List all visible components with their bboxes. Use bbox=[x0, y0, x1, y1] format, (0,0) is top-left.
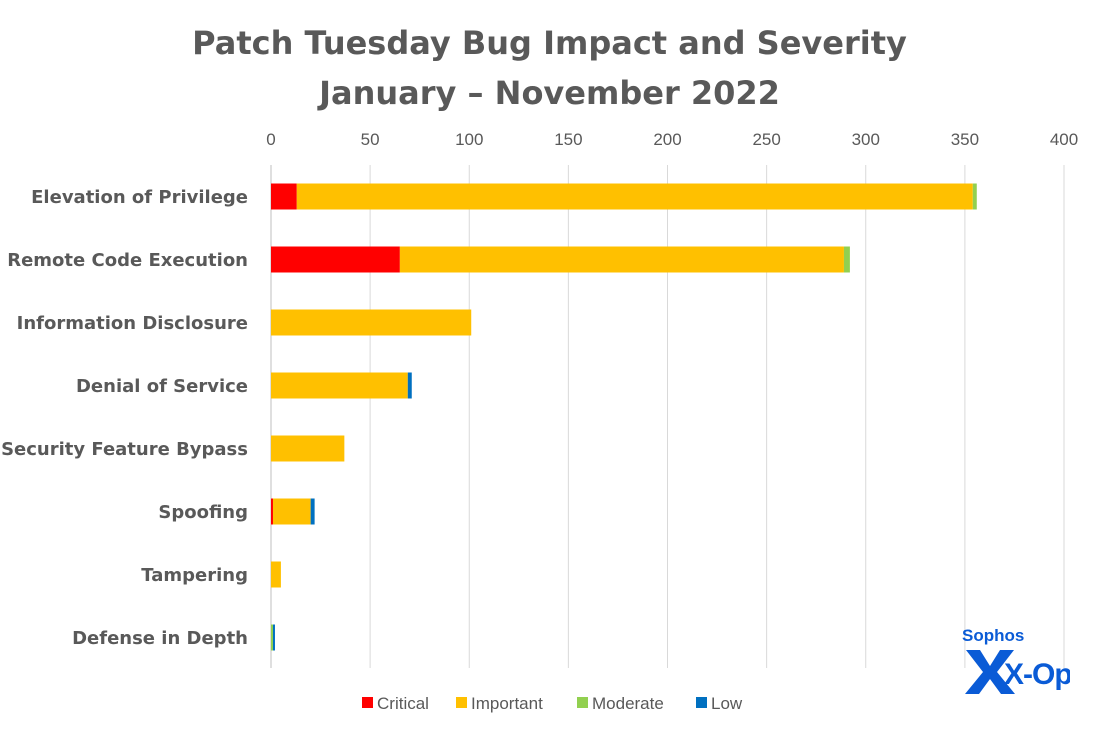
bar-segment-critical bbox=[271, 246, 400, 273]
legend-label-moderate: Moderate bbox=[592, 694, 664, 713]
x-axis-ticks: 0 50 100 150 200 250 300 350 400 bbox=[266, 130, 1078, 149]
legend-label-low: Low bbox=[711, 694, 743, 713]
bar-segment-low bbox=[272, 624, 275, 651]
x-tick-label: 150 bbox=[554, 130, 582, 149]
logo-product-text: X-Ops bbox=[1004, 658, 1070, 691]
legend-swatch-moderate bbox=[577, 697, 588, 708]
bar-segment-moderate bbox=[843, 246, 850, 273]
x-tick-label: 0 bbox=[266, 130, 275, 149]
bar-segment-important bbox=[271, 372, 408, 399]
bar-segment-moderate bbox=[972, 183, 977, 210]
x-tick-label: 250 bbox=[752, 130, 780, 149]
x-tick-label: 100 bbox=[455, 130, 483, 149]
bar-segment-low bbox=[310, 498, 315, 525]
bar-segment-important bbox=[272, 498, 311, 525]
category-label: Tampering bbox=[141, 565, 248, 586]
x-tick-label: 300 bbox=[852, 130, 880, 149]
bar-segment-low bbox=[407, 372, 412, 399]
x-tick-label: 50 bbox=[361, 130, 380, 149]
x-tick-label: 200 bbox=[653, 130, 681, 149]
category-label: Security Feature Bypass bbox=[1, 439, 248, 460]
category-label: Remote Code Execution bbox=[7, 250, 248, 271]
category-label: Denial of Service bbox=[76, 376, 248, 397]
chart-title-line1: Patch Tuesday Bug Impact and Severity bbox=[192, 24, 907, 62]
category-label: Spoofing bbox=[158, 502, 248, 523]
legend-swatch-important bbox=[456, 697, 467, 708]
x-tick-label: 400 bbox=[1050, 130, 1078, 149]
bar-segment-important bbox=[271, 561, 281, 588]
bar-segment-critical bbox=[271, 498, 273, 525]
bar-segment-important bbox=[271, 309, 472, 336]
legend: Critical Important Moderate Low bbox=[362, 694, 743, 713]
gridlines bbox=[270, 165, 1065, 668]
legend-label-critical: Critical bbox=[377, 694, 429, 713]
x-tick-label: 350 bbox=[951, 130, 979, 149]
bar-segment-critical bbox=[271, 183, 297, 210]
category-label: Defense in Depth bbox=[72, 628, 248, 649]
category-label: Information Disclosure bbox=[17, 313, 248, 334]
bar-segment-important bbox=[271, 435, 345, 462]
logo-brand-text: Sophos bbox=[962, 626, 1024, 645]
category-labels: Elevation of Privilege Remote Code Execut… bbox=[1, 187, 248, 649]
bars bbox=[271, 183, 977, 651]
bar-segment-important bbox=[399, 246, 844, 273]
legend-label-important: Important bbox=[471, 694, 543, 713]
chart-subtitle: January – November 2022 bbox=[319, 74, 780, 112]
bar-segment-important bbox=[296, 183, 973, 210]
legend-swatch-low bbox=[696, 697, 707, 708]
bar-segment-moderate bbox=[271, 624, 273, 651]
sophos-xops-logo: Sophos X-Ops bbox=[962, 626, 1070, 694]
category-label: Elevation of Privilege bbox=[31, 187, 248, 208]
chart-title: Patch Tuesday Bug Impact and Severity Ja… bbox=[0, 18, 1099, 118]
legend-swatch-critical bbox=[362, 697, 373, 708]
logo-x-mark bbox=[965, 650, 1015, 694]
